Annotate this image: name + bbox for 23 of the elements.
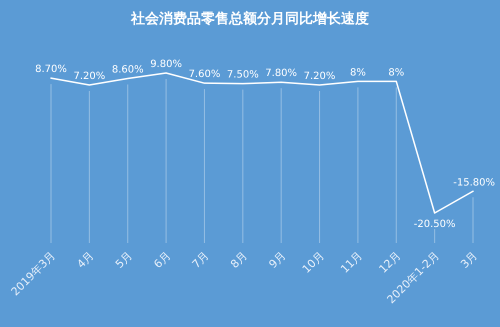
data-label: -20.50% [414,219,456,230]
x-tick-label: 3月 [458,248,480,271]
data-label: 7.20% [73,71,106,82]
x-tick-label: 11月 [338,248,366,276]
data-label: 8% [350,67,366,78]
data-label: 8.60% [112,64,144,76]
x-tick-label: 9月 [266,248,288,271]
data-label: 8.70% [35,64,67,76]
data-label: 7.80% [265,68,298,80]
x-tick-label: 8月 [228,248,250,271]
x-tick-label: 12月 [376,248,404,276]
x-tick-label: 10月 [300,248,327,276]
data-label: 8% [388,67,404,78]
x-tick-label: 4月 [74,248,96,271]
data-label: 9.80% [150,59,182,70]
data-label: 7.20% [304,71,336,82]
x-tick-label: 5月 [112,248,135,271]
data-label: 7.50% [226,70,259,81]
data-label: -15.80% [453,177,495,188]
data-label: 7.60% [188,69,220,80]
x-tick-label: 7月 [190,248,212,271]
x-tick-label: 6月 [151,248,174,271]
chart-title: 社会消费品零售总额分月同比增长速度 [130,10,369,27]
